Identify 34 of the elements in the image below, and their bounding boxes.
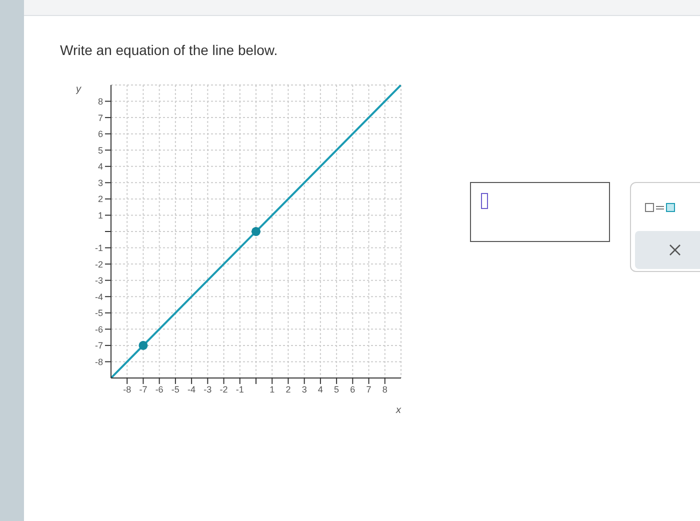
y-tick-label: 2 xyxy=(98,194,103,204)
y-tick-label: 8 xyxy=(98,96,103,106)
x-tick-label: 5 xyxy=(334,384,340,394)
y-tick-label: -8 xyxy=(94,356,103,367)
y-tick-label: 1 xyxy=(98,210,103,220)
x-tick-label: -5 xyxy=(171,384,180,394)
y-tick-label: -4 xyxy=(94,292,103,302)
x-tick-label: -1 xyxy=(236,384,244,394)
y-tick-label: -3 xyxy=(94,276,103,286)
y-tick-label: -5 xyxy=(94,308,103,318)
y-tick-label: 5 xyxy=(98,145,103,156)
x-tick-label: -6 xyxy=(155,384,164,394)
x-tick-label: 4 xyxy=(318,384,323,394)
y-tick-label: 4 xyxy=(98,162,103,172)
chart-title: Write an equation of the line below. xyxy=(60,42,278,58)
x-tick-label: -8 xyxy=(123,384,132,394)
x-tick-label: 8 xyxy=(382,384,388,394)
x-tick-label: -2 xyxy=(220,384,228,394)
y-tick-label: -6 xyxy=(94,324,103,334)
y-tick-label: 7 xyxy=(98,112,103,123)
x-tick-label: -3 xyxy=(204,384,212,394)
x-axis-title: x xyxy=(395,405,402,416)
y-tick-label: -1 xyxy=(94,242,103,253)
x-tick-label: 3 xyxy=(302,384,307,394)
y-tick-label: -2 xyxy=(94,259,103,270)
x-tick-label: 2 xyxy=(286,384,291,394)
x-tick-label: -4 xyxy=(188,384,196,394)
x-tick-label: 7 xyxy=(366,384,372,394)
y-tick-label: 3 xyxy=(98,178,103,188)
x-tick-label: -7 xyxy=(139,384,148,394)
x-tick-label: 1 xyxy=(270,384,275,394)
y-tick-label: 6 xyxy=(98,129,103,140)
x-tick-label: 6 xyxy=(350,384,356,394)
y-tick-label: -7 xyxy=(94,340,103,351)
